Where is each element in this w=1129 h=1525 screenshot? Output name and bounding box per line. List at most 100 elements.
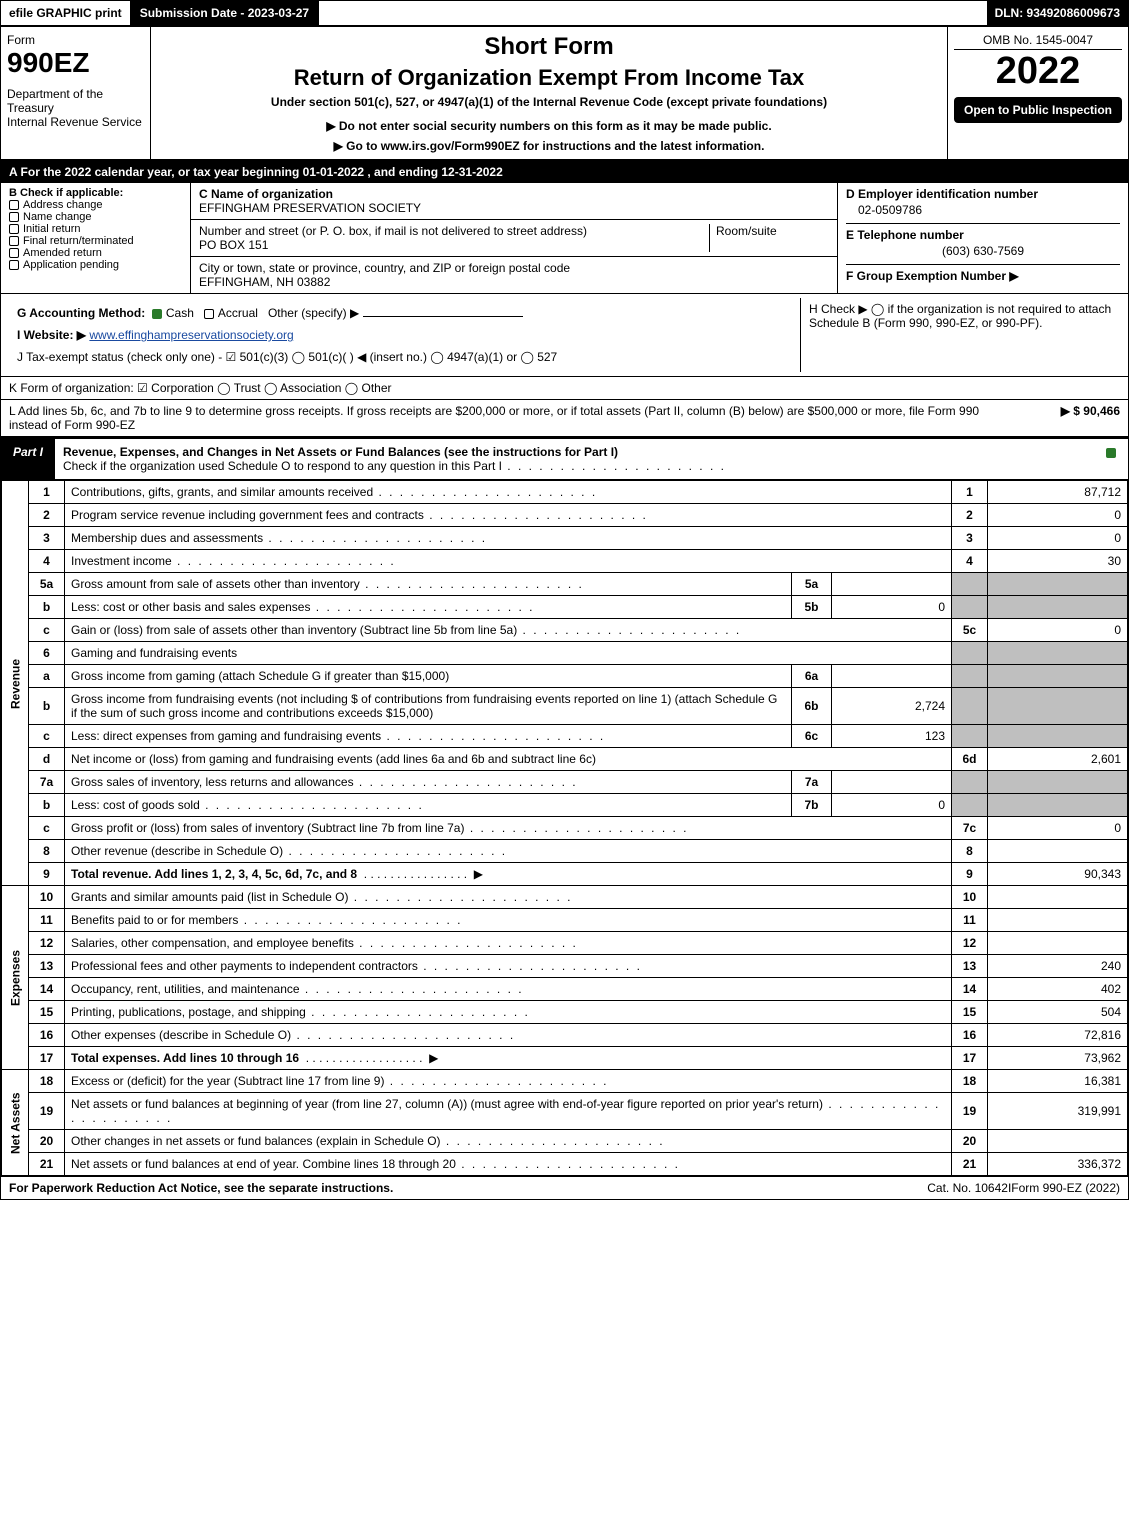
- b-opt-label: Address change: [23, 199, 103, 211]
- part1-title: Revenue, Expenses, and Changes in Net As…: [63, 445, 618, 459]
- line-val: 504: [988, 1001, 1128, 1024]
- line-val: 0: [988, 817, 1128, 840]
- line-desc: Investment income: [65, 550, 952, 573]
- line-val: 73,962: [988, 1047, 1128, 1070]
- g-cash: Cash: [166, 306, 194, 320]
- part1-checkbox[interactable]: [1106, 448, 1116, 458]
- line-val: 336,372: [988, 1153, 1128, 1176]
- line-desc: Other expenses (describe in Schedule O): [65, 1024, 952, 1047]
- b-opt-final[interactable]: Final return/terminated: [9, 235, 182, 247]
- line-desc: Salaries, other compensation, and employ…: [65, 932, 952, 955]
- line-desc: Program service revenue including govern…: [65, 504, 952, 527]
- e-label: E Telephone number: [846, 223, 1120, 242]
- line-rn: 15: [952, 1001, 988, 1024]
- b-opt-amended[interactable]: Amended return: [9, 247, 182, 259]
- b-label: B Check if applicable:: [9, 187, 182, 199]
- line-val: 90,343: [988, 863, 1128, 886]
- footer: For Paperwork Reduction Act Notice, see …: [1, 1176, 1128, 1199]
- b-opt-label: Name change: [23, 211, 92, 223]
- sub-rn: 7b: [792, 794, 832, 817]
- g-other: Other (specify) ▶: [268, 306, 359, 320]
- b-opt-initial[interactable]: Initial return: [9, 223, 182, 235]
- line-val: [988, 1130, 1128, 1153]
- line-desc: Membership dues and assessments: [65, 527, 952, 550]
- k-row: K Form of organization: ☑ Corporation ◯ …: [1, 377, 1128, 400]
- paperwork-notice: For Paperwork Reduction Act Notice, see …: [9, 1181, 927, 1195]
- submission-date: Submission Date - 2023-03-27: [132, 1, 319, 25]
- line-val: 87,712: [988, 481, 1128, 504]
- line-val: 0: [988, 619, 1128, 642]
- line-rn: 7c: [952, 817, 988, 840]
- line-val: 2,601: [988, 748, 1128, 771]
- sub-rn: 6a: [792, 665, 832, 688]
- row-a: A For the 2022 calendar year, or tax yea…: [1, 161, 1128, 183]
- street: PO BOX 151: [199, 238, 268, 252]
- expenses-label: Expenses: [2, 886, 29, 1070]
- part1-tab: Part I: [1, 439, 55, 479]
- form-word: Form: [7, 33, 144, 47]
- line-desc: Gaming and fundraising events: [65, 642, 952, 665]
- line-val: 0: [988, 527, 1128, 550]
- line-desc: Total expenses. Add lines 10 through 16 …: [65, 1047, 952, 1070]
- line-desc: Less: cost or other basis and sales expe…: [65, 596, 792, 619]
- goto-note: ▶ Go to www.irs.gov/Form990EZ for instru…: [161, 139, 937, 153]
- department: Department of the Treasury Internal Reve…: [7, 87, 144, 129]
- phone: (603) 630-7569: [846, 242, 1120, 264]
- ssn-note: ▶ Do not enter social security numbers o…: [161, 119, 937, 133]
- line-val: 72,816: [988, 1024, 1128, 1047]
- line-desc: Other changes in net assets or fund bala…: [65, 1130, 952, 1153]
- line-val: 402: [988, 978, 1128, 1001]
- dln: DLN: 93492086009673: [987, 1, 1128, 25]
- line-desc: Gross profit or (loss) from sales of inv…: [65, 817, 952, 840]
- line-val: 240: [988, 955, 1128, 978]
- cash-checkbox[interactable]: [152, 309, 162, 319]
- line-rn: 13: [952, 955, 988, 978]
- b-opt-pending[interactable]: Application pending: [9, 259, 182, 271]
- line-desc: Gross income from fundraising events (no…: [65, 688, 792, 725]
- omb: OMB No. 1545-0047: [954, 33, 1122, 50]
- form-header: Form 990EZ Department of the Treasury In…: [1, 27, 1128, 161]
- revenue-label: Revenue: [2, 481, 29, 886]
- line-desc: Net assets or fund balances at beginning…: [65, 1093, 952, 1130]
- accrual-checkbox[interactable]: [204, 309, 214, 319]
- i-label: I Website: ▶: [17, 328, 86, 342]
- section-b: B Check if applicable: Address change Na…: [1, 183, 1128, 294]
- line-rn: 14: [952, 978, 988, 1001]
- goto-text: ▶ Go to www.irs.gov/Form990EZ for instru…: [334, 139, 765, 153]
- line-desc: Net income or (loss) from gaming and fun…: [65, 748, 952, 771]
- lines-table: Revenue 1 Contributions, gifts, grants, …: [1, 480, 1128, 1176]
- j-row: J Tax-exempt status (check only one) - ☑…: [17, 346, 792, 368]
- sub-val: 123: [832, 725, 952, 748]
- h-text: H Check ▶ ◯ if the organization is not r…: [800, 298, 1120, 372]
- website-link[interactable]: www.effinghampreservationsociety.org: [89, 328, 293, 342]
- part1-sub: Check if the organization used Schedule …: [63, 459, 726, 473]
- line-desc: Gross sales of inventory, less returns a…: [65, 771, 792, 794]
- line-rn: 8: [952, 840, 988, 863]
- c-label: C Name of organization: [199, 187, 333, 201]
- line-rn: 1: [952, 481, 988, 504]
- line-val: 319,991: [988, 1093, 1128, 1130]
- street-label: Number and street (or P. O. box, if mail…: [199, 224, 587, 238]
- line-rn: 19: [952, 1093, 988, 1130]
- sub-rn: 6b: [792, 688, 832, 725]
- line-val: 0: [988, 504, 1128, 527]
- sub-val: 0: [832, 596, 952, 619]
- line-desc: Other revenue (describe in Schedule O): [65, 840, 952, 863]
- sub-val: [832, 665, 952, 688]
- efile-print[interactable]: efile GRAPHIC print: [1, 1, 132, 25]
- l-row: L Add lines 5b, 6c, and 7b to line 9 to …: [1, 400, 1128, 437]
- b-opt-address[interactable]: Address change: [9, 199, 182, 211]
- sub-val: [832, 573, 952, 596]
- line-rn: 9: [952, 863, 988, 886]
- line-desc: Benefits paid to or for members: [65, 909, 952, 932]
- line-val: [988, 840, 1128, 863]
- open-to-public: Open to Public Inspection: [954, 97, 1122, 123]
- line-val: [988, 909, 1128, 932]
- l-amount: ▶ $ 90,466: [1000, 404, 1120, 432]
- cat-no: Cat. No. 10642I: [927, 1181, 1011, 1195]
- form-id: Form 990-EZ (2022): [1011, 1181, 1120, 1195]
- g-accrual: Accrual: [218, 306, 258, 320]
- line-rn: 17: [952, 1047, 988, 1070]
- b-opt-name[interactable]: Name change: [9, 211, 182, 223]
- line-rn: 20: [952, 1130, 988, 1153]
